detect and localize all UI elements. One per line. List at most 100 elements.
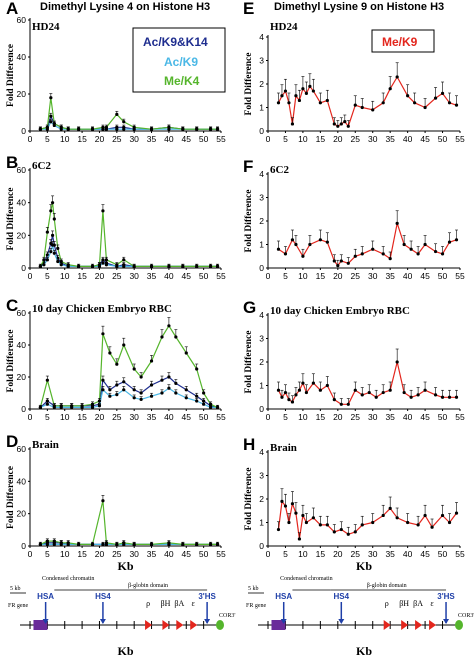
data-point	[283, 89, 288, 93]
data-point	[416, 393, 420, 397]
map-globin-gene	[176, 620, 184, 630]
data-point	[325, 240, 329, 244]
y-tick-label: 0	[259, 541, 264, 551]
map-globin-gene	[162, 620, 170, 630]
map-hs-arrowhead	[204, 619, 211, 624]
map-hs-arrowhead	[42, 619, 49, 624]
data-point	[332, 259, 336, 263]
x-tick-label: 0	[266, 271, 271, 281]
data-point	[42, 263, 46, 267]
data-point	[195, 367, 199, 371]
data-point	[283, 390, 288, 395]
data-point	[50, 243, 55, 247]
data-point	[297, 537, 302, 541]
data-point	[297, 388, 302, 392]
data-point	[167, 386, 171, 390]
y-axis-label: Fold Difference	[6, 44, 16, 107]
map-cor3-gene	[216, 620, 224, 630]
data-point	[381, 252, 385, 256]
data-point	[45, 125, 49, 129]
series-me-k4	[38, 495, 220, 546]
data-point	[181, 127, 185, 131]
x-tick-label: 40	[164, 549, 174, 559]
y-axis-label: Fold Difference	[244, 53, 254, 116]
data-point	[276, 247, 281, 251]
y-tick-label: 0	[21, 404, 26, 414]
x-tick-label: 40	[403, 412, 413, 422]
y-tick-label: 40	[17, 198, 27, 208]
x-tick-label: 55	[216, 549, 226, 559]
x-tick-label: 0	[28, 134, 33, 144]
data-point	[395, 360, 399, 364]
data-point	[122, 380, 126, 384]
panel-title: 10 day Chicken Embryo RBC	[270, 305, 410, 317]
data-point	[294, 94, 298, 98]
map-cor3-label: COR3'	[458, 613, 474, 619]
data-point	[276, 527, 281, 532]
map-condensed-label: Condensed chromatin	[280, 576, 333, 582]
series-line	[40, 500, 218, 546]
map-hs-arrowhead	[443, 619, 450, 624]
data-point	[160, 391, 164, 395]
data-point	[77, 127, 81, 131]
data-point	[447, 101, 452, 105]
data-point	[423, 388, 427, 392]
y-tick-label: 3	[259, 56, 264, 66]
data-point	[149, 542, 154, 546]
data-point	[97, 399, 102, 403]
data-point	[388, 388, 392, 392]
panel-title: HD24	[270, 21, 298, 33]
y-tick-label: 20	[17, 372, 27, 382]
data-point	[38, 542, 43, 546]
legend-item-me-k9: Me/K9	[382, 35, 418, 49]
data-point	[447, 395, 452, 399]
data-point	[423, 513, 427, 518]
panel-letter: H	[243, 435, 255, 454]
map-cor3-label: COR3'	[219, 613, 235, 619]
data-point	[174, 335, 178, 339]
legend-left: Ac/K9&K14 Ac/K9 Me/K4	[132, 27, 226, 93]
data-point	[287, 101, 291, 105]
x-tick-label: 55	[455, 549, 465, 559]
x-tick-label: 25	[112, 412, 122, 422]
x-tick-label: 35	[385, 412, 395, 422]
panel-letter: D	[6, 432, 18, 451]
data-point	[423, 105, 427, 110]
data-point	[433, 249, 438, 254]
series-ac-k9-k14	[38, 372, 220, 409]
data-point	[101, 388, 105, 392]
y-tick-label: 0	[259, 263, 264, 273]
map-hs-arrowhead	[99, 619, 106, 624]
data-point	[346, 402, 350, 406]
data-point	[90, 542, 95, 546]
data-point	[160, 335, 164, 339]
x-tick-label: 55	[455, 134, 465, 144]
panel-letter: G	[243, 298, 256, 317]
x-tick-label: 40	[403, 271, 413, 281]
series-line	[277, 361, 457, 405]
gene-map-right: 5 kb Condensed chromatin β-globin domain FR…	[246, 576, 474, 658]
legend-left-box	[132, 27, 226, 93]
x-tick-label: 0	[28, 549, 33, 559]
panel-title: 6C2	[270, 164, 289, 176]
map-hs-label: 3'HS	[437, 592, 455, 601]
data-point	[149, 264, 154, 268]
data-point	[454, 238, 459, 242]
y-tick-label: 1	[259, 103, 264, 113]
data-point	[208, 264, 213, 268]
series-me-k4	[38, 195, 220, 268]
data-point	[45, 539, 49, 543]
data-point	[339, 527, 343, 532]
x-tick-label: 15	[316, 412, 326, 422]
data-point	[108, 351, 112, 355]
x-tick-label: 10	[60, 549, 70, 559]
data-point	[308, 242, 312, 247]
panel-a: A HD24 0 20 40 60 0 5 10 15 20 25 30 35 40 45 50 55 Fold D…	[6, 0, 226, 144]
x-tick-label: 45	[182, 412, 192, 422]
data-point	[38, 264, 43, 268]
y-axis-label: Fold Difference	[6, 466, 16, 529]
map-hs-label: HS4	[334, 592, 350, 601]
data-point	[115, 393, 119, 397]
data-point	[433, 393, 438, 397]
